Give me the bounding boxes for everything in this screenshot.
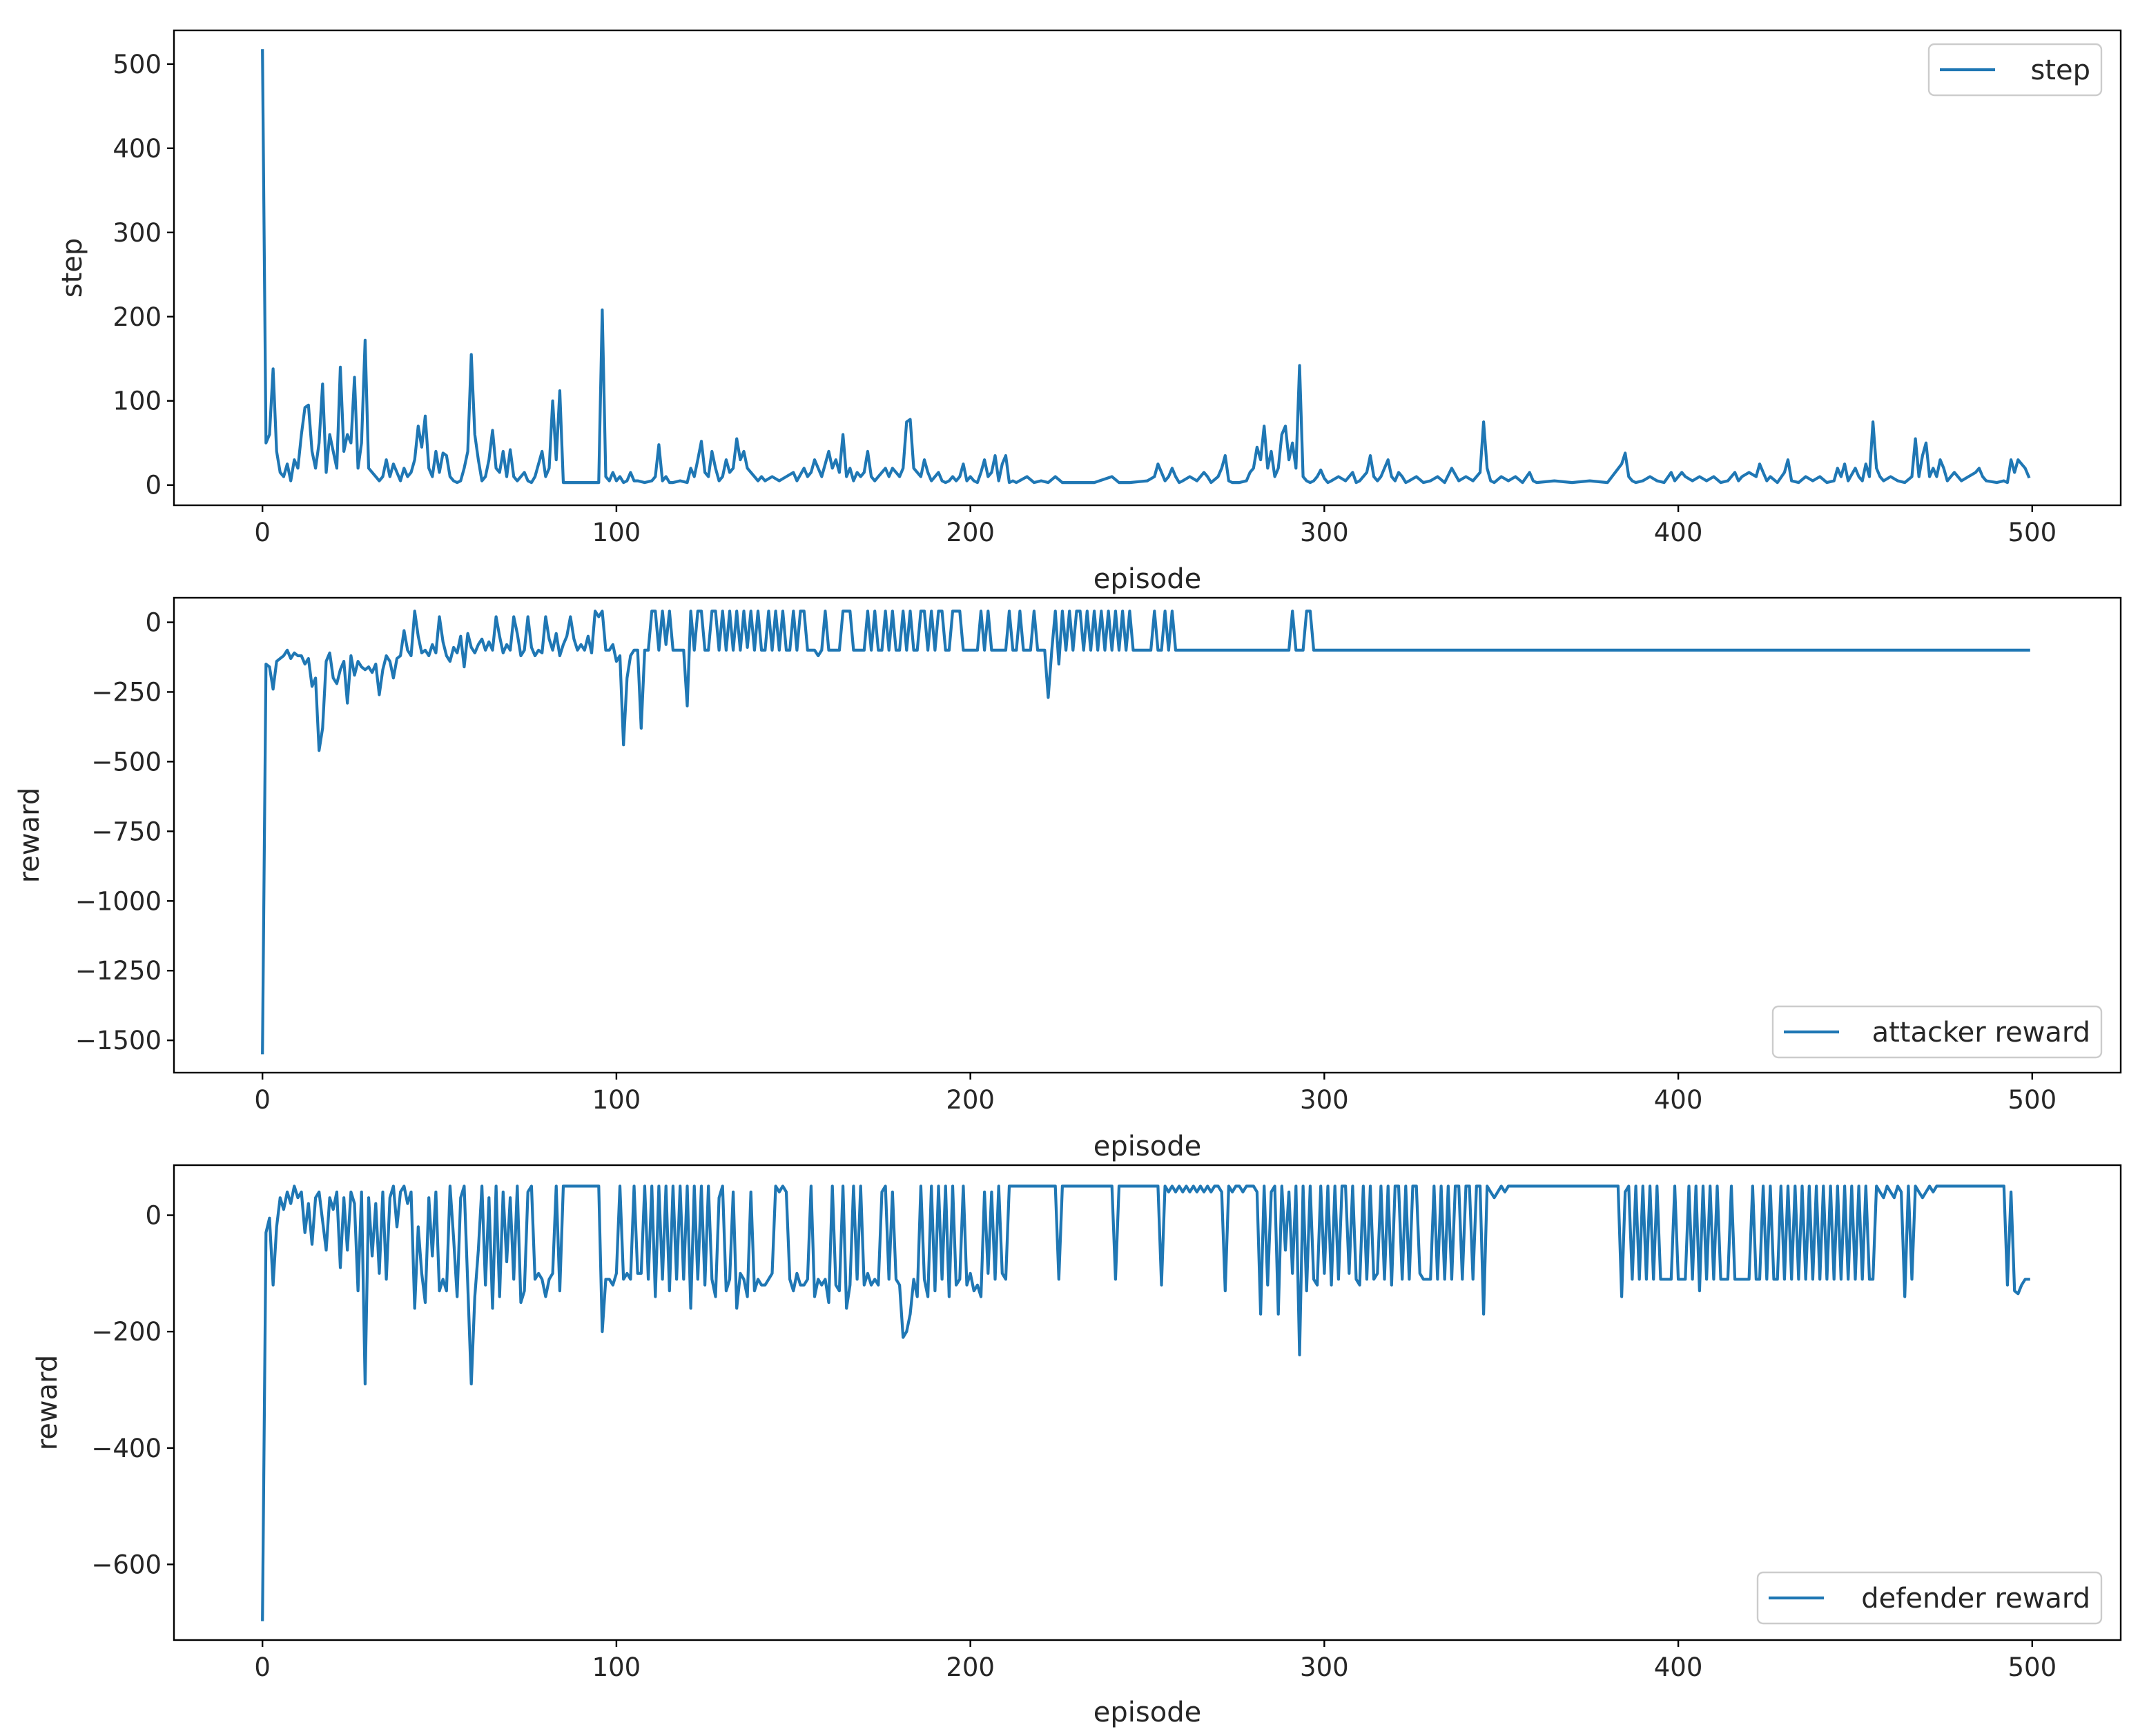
legend-label: step (2030, 55, 2090, 86)
x-axis-ticks: 0 100 200 300 400 500 (254, 1073, 2057, 1115)
y-axis-label: reward (14, 788, 46, 884)
series-line (261, 609, 2030, 1055)
legend: attacker reward (1771, 1005, 2103, 1059)
axes-frame (173, 596, 2122, 1074)
y-tick-label: 300 (113, 218, 162, 248)
y-axis-label: step (57, 238, 88, 298)
x-tick-label: 200 (946, 518, 995, 547)
legend-box (1927, 43, 2103, 97)
y-tick-label: −600 (91, 1550, 162, 1579)
y-tick-label: −250 (91, 677, 162, 707)
subplot-2: 0 −250 −500 −750 −1000 −1250 −1500 0 100 200 300 4… (14, 596, 2122, 1162)
x-tick-label: 0 (254, 518, 271, 547)
x-axis-label: episode (1093, 1697, 1201, 1728)
y-tick-label: 400 (113, 134, 162, 164)
legend-label: attacker reward (1872, 1017, 2090, 1049)
x-tick-label: 400 (1654, 518, 1703, 547)
y-tick-label: −1000 (75, 886, 162, 916)
y-tick-label: −750 (91, 817, 162, 846)
legend-box (1771, 1005, 2103, 1059)
y-tick-label: −400 (91, 1434, 162, 1463)
series-line (261, 1184, 2030, 1621)
y-tick-label: −500 (91, 747, 162, 777)
series-line (261, 49, 2031, 485)
legend-label: defender reward (1861, 1583, 2090, 1615)
y-tick-label: 0 (145, 471, 162, 500)
x-tick-label: 200 (946, 1085, 995, 1115)
x-tick-label: 100 (592, 518, 641, 547)
x-tick-label: 500 (2008, 518, 2057, 547)
y-tick-label: 500 (113, 50, 162, 79)
axes-frame (173, 1164, 2122, 1641)
y-tick-label: 200 (113, 302, 162, 332)
x-tick-label: 400 (1654, 1085, 1703, 1115)
x-tick-label: 0 (254, 1085, 271, 1115)
y-axis-label: reward (32, 1355, 64, 1451)
x-tick-label: 500 (2008, 1085, 2057, 1115)
y-axis-ticks: 0 −200 −400 −600 (91, 1201, 174, 1579)
subplot-1: 0 100 200 300 400 500 0 100 200 300 400 500 episod… (57, 29, 2122, 595)
x-tick-label: 300 (1300, 1652, 1349, 1682)
x-axis-ticks: 0 100 200 300 400 500 (254, 505, 2057, 547)
y-tick-label: 0 (145, 1201, 162, 1231)
x-tick-label: 300 (1300, 1085, 1349, 1115)
x-tick-label: 400 (1654, 1652, 1703, 1682)
x-axis-ticks: 0 100 200 300 400 500 (254, 1640, 2057, 1682)
subplot-3: 0 −200 −400 −600 0 100 200 300 400 500 episode r… (32, 1164, 2122, 1728)
x-tick-label: 0 (254, 1652, 271, 1682)
x-tick-label: 100 (592, 1652, 641, 1682)
y-axis-ticks: 0 100 200 300 400 500 (113, 50, 174, 500)
x-tick-label: 500 (2008, 1652, 2057, 1682)
x-axis-label: episode (1093, 563, 1201, 595)
y-tick-label: 100 (113, 387, 162, 416)
y-tick-label: −1250 (75, 956, 162, 986)
legend: step (1927, 43, 2103, 97)
legend: defender reward (1756, 1571, 2103, 1625)
legend-box (1756, 1571, 2103, 1625)
y-tick-label: 0 (145, 608, 162, 638)
x-tick-label: 300 (1300, 518, 1349, 547)
x-tick-label: 100 (592, 1085, 641, 1115)
x-axis-label: episode (1093, 1131, 1201, 1162)
axes-frame (173, 29, 2122, 507)
y-tick-label: −200 (91, 1317, 162, 1347)
y-axis-ticks: 0 −250 −500 −750 −1000 −1250 −1500 (75, 608, 174, 1055)
x-tick-label: 200 (946, 1652, 995, 1682)
y-tick-label: −1500 (75, 1026, 162, 1055)
